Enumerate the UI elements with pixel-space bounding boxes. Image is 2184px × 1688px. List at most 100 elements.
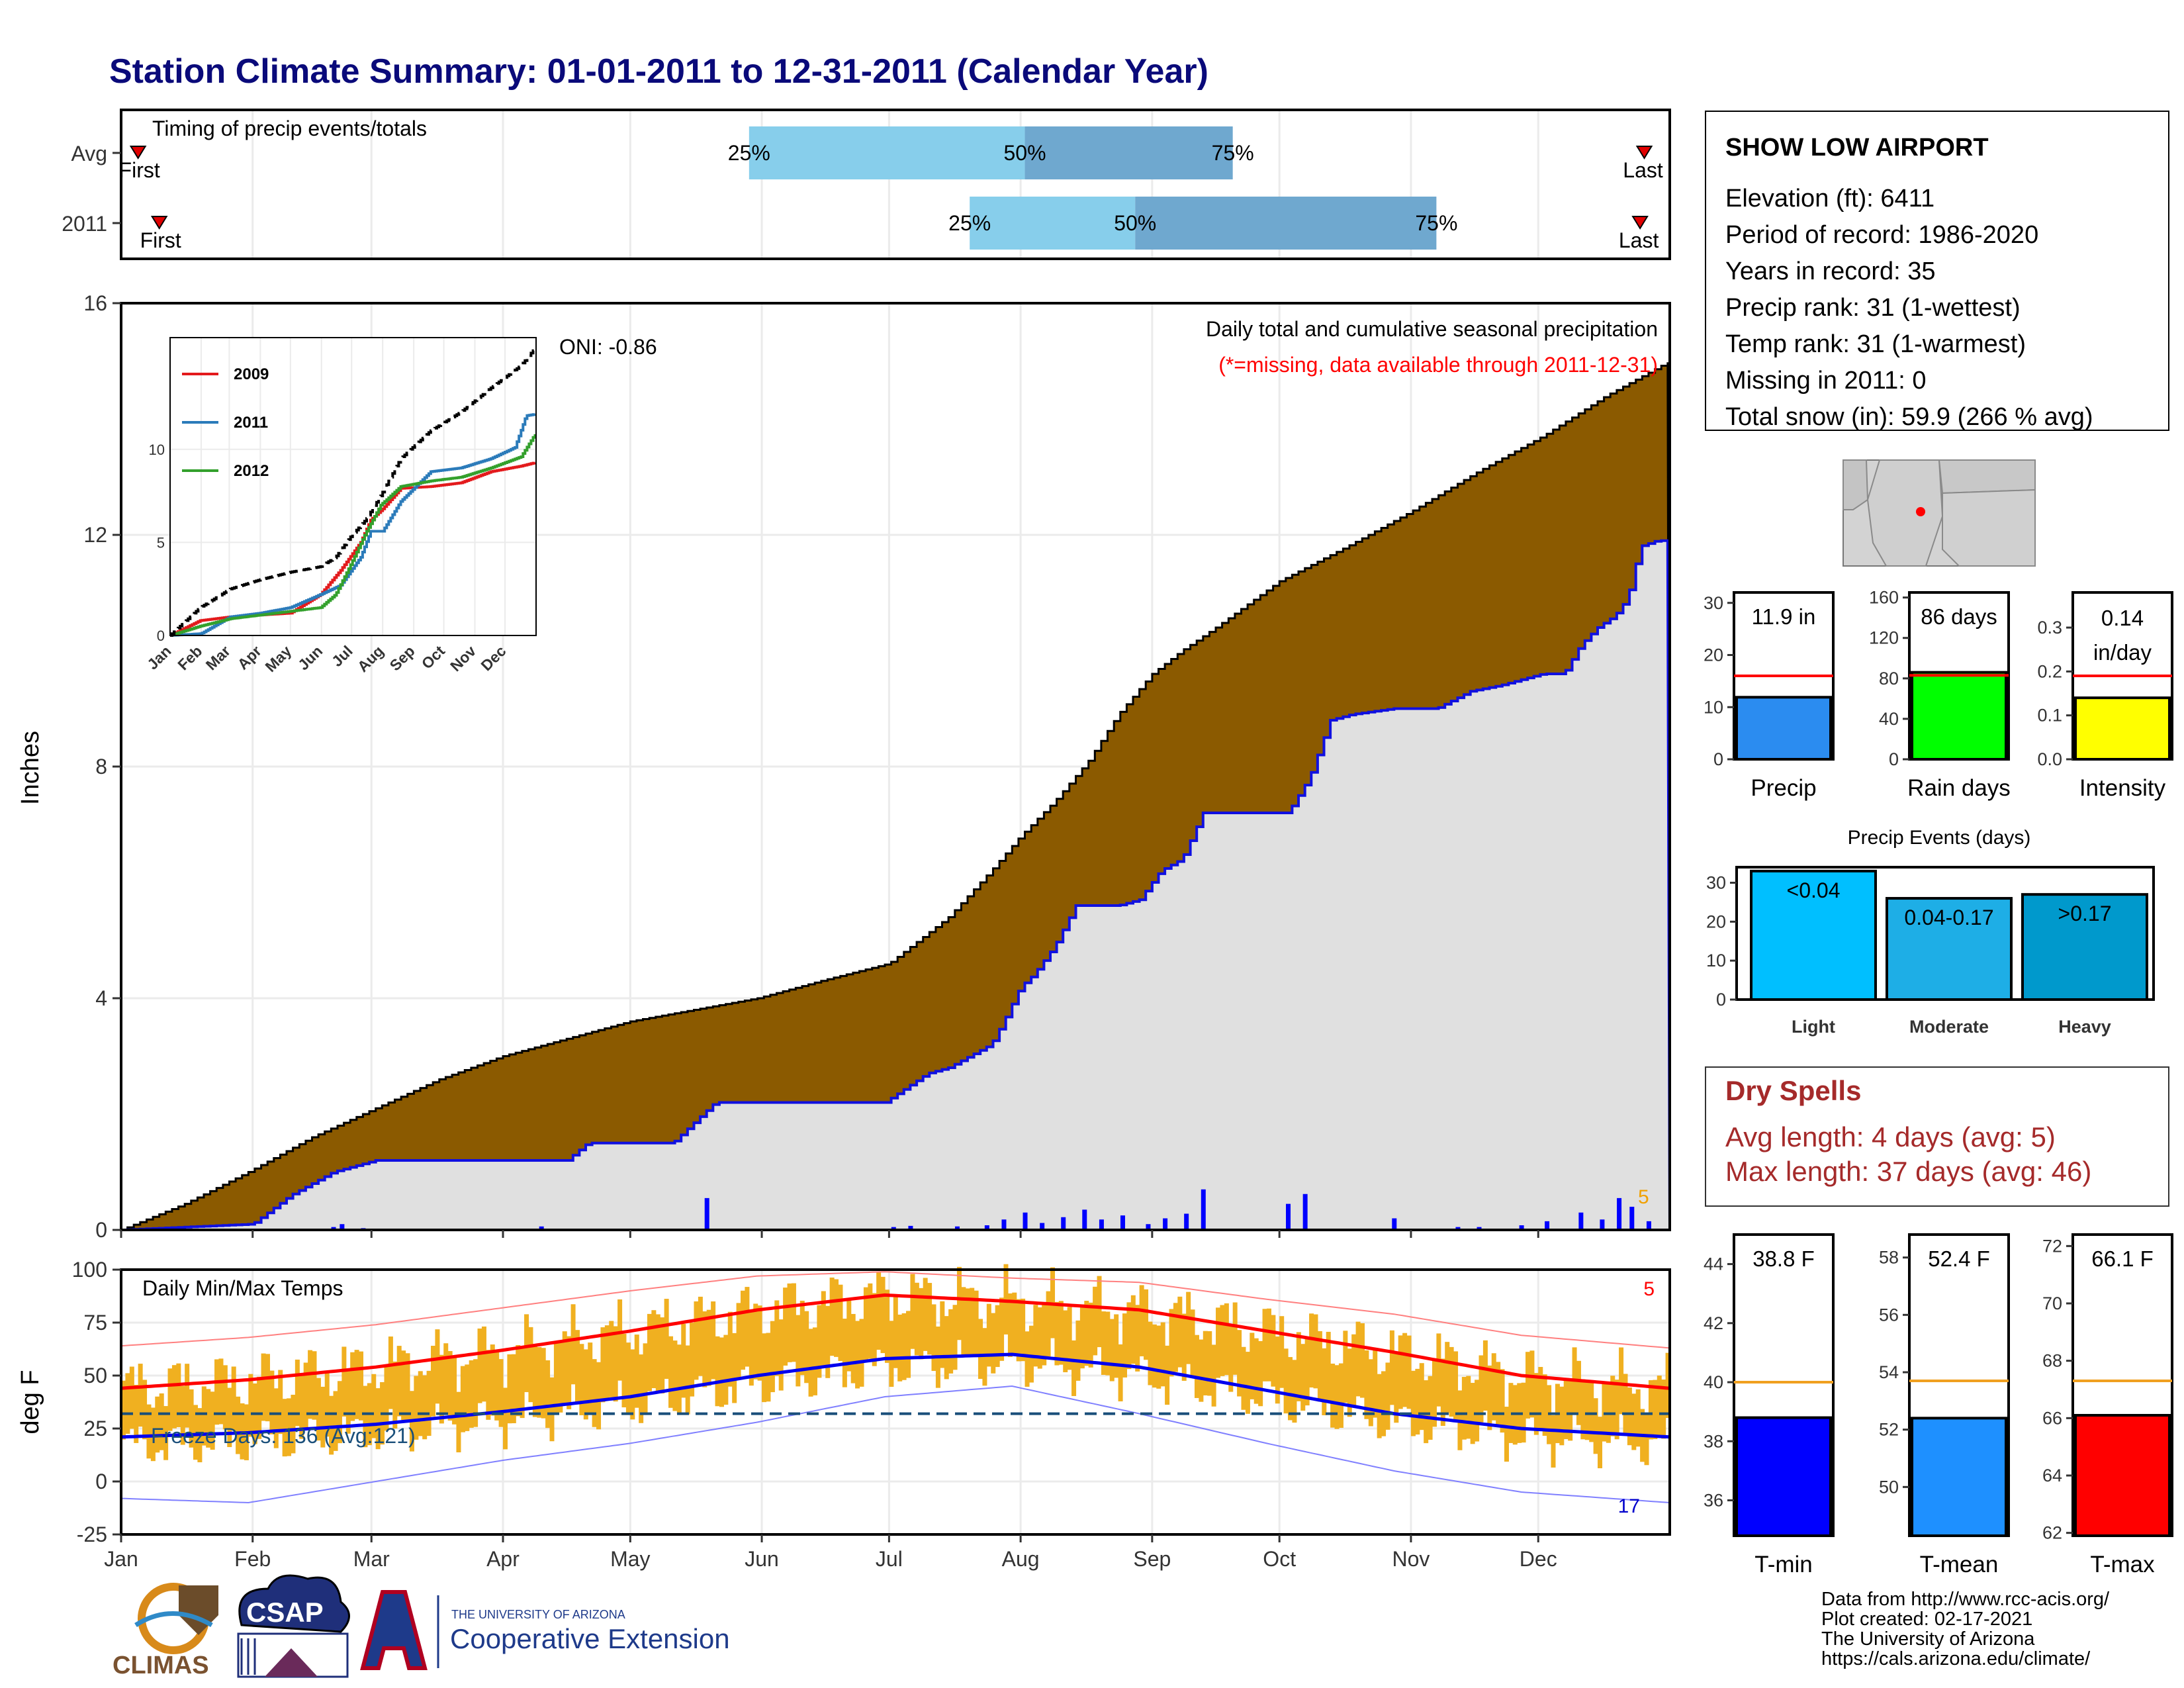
mini-panel-ytick-label: 40 [1704, 1372, 1723, 1392]
normal-min-line [120, 1352, 1670, 1439]
daily-temp-bar [1614, 1380, 1619, 1440]
temp-ytick-label: 75 [83, 1311, 107, 1335]
daily-temp-bar [257, 1376, 262, 1439]
missing-note: (*=missing, data available through 2011-… [1218, 353, 1658, 377]
daily-temp-bar [1665, 1352, 1670, 1419]
daily-temp-bar [741, 1290, 746, 1370]
daily-temp-bar [324, 1372, 330, 1437]
daily-temp-bar [1593, 1398, 1598, 1454]
mini-panel-category-label: Rain days [1907, 775, 2011, 801]
daily-temp-bar [974, 1290, 979, 1358]
climas-logo-wave [134, 1611, 213, 1628]
precip-ylabel: Inches [17, 731, 44, 805]
daily-temp-bar [842, 1319, 847, 1387]
daily-temp-bar [189, 1389, 194, 1448]
daily-temp-bar [762, 1333, 767, 1403]
daily-temp-bar [129, 1366, 134, 1429]
daily-temp-bar [1351, 1334, 1357, 1406]
timing-row-label: Avg [71, 142, 107, 165]
event-category-label: Light [1792, 1017, 1835, 1037]
csap-logo-text: CSAP [246, 1597, 324, 1628]
daily-temp-bar [1266, 1308, 1271, 1382]
daily-temp-bars [121, 1264, 1670, 1469]
daily-temp-bar [570, 1304, 576, 1385]
daily-temp-bar [125, 1373, 130, 1434]
last-event-label: Last [1619, 228, 1659, 252]
mini-panel-value-label: 66.1 F [2091, 1246, 2154, 1271]
first-event-label: First [140, 228, 181, 252]
daily-temp-bar [1126, 1302, 1132, 1370]
inset-ytick-label: 5 [157, 534, 165, 551]
daily-temp-bar [201, 1386, 206, 1446]
daily-temp-bar [1475, 1380, 1480, 1442]
timing-q25-label: 25% [728, 141, 770, 165]
event-bar [1750, 869, 1877, 1001]
daily-temp-bar [1508, 1383, 1514, 1443]
precip-annotation: Daily total and cumulative seasonal prec… [1206, 317, 1658, 341]
daily-temp-bar [1173, 1303, 1178, 1372]
daily-temp-bar [320, 1386, 326, 1448]
daily-temp-bar [681, 1323, 686, 1398]
daily-temp-bar [494, 1350, 500, 1421]
daily-temp-bar [630, 1349, 635, 1420]
daily-temp-bar [1428, 1376, 1433, 1440]
daily-temp-bar [1533, 1373, 1539, 1435]
daily-temp-bar [799, 1300, 805, 1376]
mini-panel-category-label: T-min [1754, 1552, 1813, 1577]
daily-temp-bar [537, 1347, 542, 1418]
daily-temp-bar [876, 1272, 882, 1350]
daily-temp-bar [273, 1388, 279, 1448]
dry-spells-title: Dry Spells [1725, 1075, 1861, 1106]
daily-temp-bar [350, 1352, 355, 1421]
daily-temp-bar [227, 1387, 232, 1448]
mini-panel-ytick-label: 0.3 [2037, 618, 2062, 637]
csap-mountain [265, 1648, 318, 1677]
inset-legend-label: 2012 [234, 462, 269, 480]
daily-temp-bar [1529, 1350, 1535, 1418]
daily-temp-bar [1466, 1376, 1471, 1439]
first-event-marker [129, 146, 147, 160]
last-event-marker [1635, 146, 1653, 160]
events-ytick-label: 30 [1706, 873, 1726, 893]
daily-temp-bar [1292, 1360, 1297, 1423]
daily-temp-bar [218, 1358, 224, 1425]
daily-temp-bar [596, 1362, 602, 1430]
temp-ylabel: deg F [17, 1370, 44, 1434]
temp-days-below-count: 17 [1618, 1495, 1640, 1517]
daily-precip-bar [1600, 1219, 1605, 1230]
station-line-missing: Missing in 2011: 0 [1725, 367, 1926, 395]
dry-spells-max: Max length: 37 days (avg: 46) [1725, 1156, 2091, 1187]
daily-precip-bar [1099, 1219, 1104, 1230]
daily-temp-bar [579, 1344, 584, 1415]
daily-temp-bar [583, 1349, 588, 1420]
daily-temp-bar [384, 1364, 389, 1431]
daily-temp-bar [155, 1396, 160, 1453]
mini-panel-ytick-label: 64 [2042, 1466, 2062, 1485]
daily-temp-bar [231, 1366, 236, 1431]
daily-temp-bar [1491, 1353, 1496, 1421]
inset-ytick-label: 0 [157, 628, 165, 644]
first-event-marker [150, 216, 168, 230]
daily-temp-bar [498, 1359, 504, 1427]
daily-temp-bar [1216, 1307, 1221, 1378]
daily-temp-bar [927, 1283, 933, 1355]
daily-temp-bar [1016, 1299, 1021, 1362]
daily-temp-bar [308, 1350, 313, 1419]
daily-temp-bar [185, 1364, 190, 1428]
daily-temp-bar [248, 1374, 253, 1437]
daily-temp-bar [1563, 1379, 1569, 1440]
mini-panel-bar [1911, 1417, 2007, 1537]
daily-temp-bar [1377, 1374, 1382, 1438]
daily-temp-bar [1258, 1340, 1263, 1407]
ua-logo: THE UNIVERSITY OF ARIZONA Cooperative Ex… [360, 1590, 730, 1670]
daily-temp-bar [574, 1330, 580, 1405]
daily-temp-bar [604, 1325, 610, 1401]
daily-temp-bar [337, 1381, 342, 1444]
event-bar [2021, 893, 2148, 1002]
daily-temp-bar [1559, 1386, 1565, 1446]
ua-header-text: THE UNIVERSITY OF ARIZONA [451, 1608, 625, 1621]
daily-temp-bar [1385, 1362, 1390, 1430]
temp-xtick-label: Jul [876, 1547, 903, 1571]
daily-temp-bar [1207, 1331, 1212, 1396]
daily-temp-bar [1584, 1380, 1590, 1440]
